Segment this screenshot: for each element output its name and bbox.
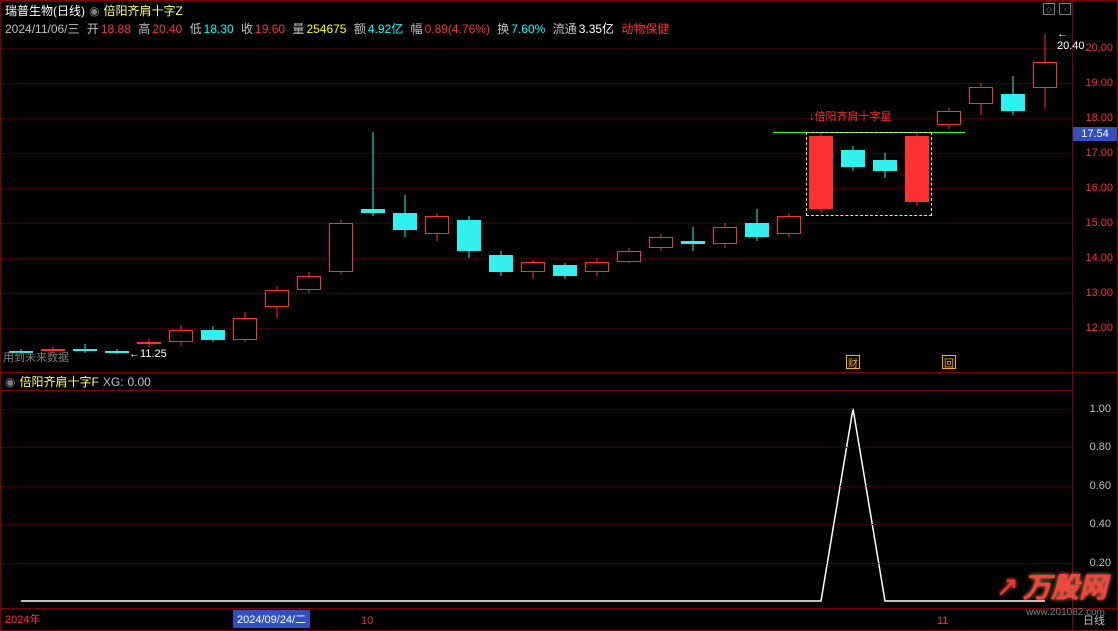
price-y-axis: 12.00 13.00 14.00 15.00 16.00 17.00 18.00 19.00… (1071, 1, 1117, 373)
main-indicator-name: 倍阳齐肩十字Z (103, 2, 182, 19)
gridline (1, 328, 1073, 329)
gridline (1, 83, 1073, 84)
low-label: 低 (190, 20, 202, 37)
vol-label: 量 (292, 20, 304, 37)
y-tick-label: 18.00 (1085, 112, 1113, 124)
sub-indicator-chart[interactable] (1, 391, 1073, 609)
sub-gridline (1, 447, 1073, 448)
amt-label: 额 (354, 20, 366, 37)
sub-indicator-name: 倍阳齐肩十字F (19, 373, 98, 390)
sub-line-svg (1, 391, 1073, 609)
date-label: 2024/11/06/三 (5, 20, 80, 37)
event-badge[interactable]: 财 (846, 355, 860, 369)
app-container: 瑞普生物(日线) ◉ 倍阳齐肩十字Z 2024/11/06/三 开 18.88 … (0, 0, 1118, 631)
sub-gridline (1, 486, 1073, 487)
buy-arrow-icon: ▲ (911, 188, 923, 202)
xg-value: 0.00 (128, 375, 151, 389)
sub-y-tick: 0.40 (1090, 518, 1111, 530)
pattern-annotation: ↓倍阳齐肩十字星 (809, 108, 892, 124)
vol-value: 254675 (306, 22, 346, 36)
y-tick-label: 20.00 (1085, 42, 1113, 54)
current-price-marker: 17.54 (1073, 127, 1117, 141)
x-year-label: 2024年 (5, 611, 40, 627)
low-value: 18.30 (204, 22, 234, 36)
logo-text: 万股网 (1023, 566, 1107, 606)
indicator-dot-icon: ◉ (89, 4, 99, 18)
sub-gridline (1, 563, 1073, 564)
xg-label: XG: (103, 375, 124, 389)
amt-value: 4.92亿 (368, 20, 403, 37)
x-selected-date[interactable]: 2024/09/24/二 (233, 610, 310, 628)
sub-gridline (1, 409, 1073, 410)
pattern-highlight-box (806, 132, 932, 216)
y-tick-label: 16.00 (1085, 182, 1113, 194)
open-label: 开 (87, 20, 99, 37)
turn-label: 换 (497, 20, 509, 37)
sub-y-tick: 0.80 (1090, 441, 1111, 453)
window-controls: ◇ ▫ (1043, 3, 1071, 15)
sub-dot-icon: ◉ (5, 375, 15, 389)
open-value: 18.88 (101, 22, 131, 36)
y-tick-label: 12.00 (1085, 322, 1113, 334)
flow-label: 流通 (553, 20, 577, 37)
pct-label: 幅 (411, 20, 423, 37)
close-label: 收 (241, 20, 253, 37)
high-value: 20.40 (152, 22, 182, 36)
gridline (1, 293, 1073, 294)
stock-title: 瑞普生物(日线) (5, 2, 85, 19)
chart-header: 瑞普生物(日线) ◉ 倍阳齐肩十字Z 2024/11/06/三 开 18.88 … (1, 1, 1117, 31)
x-month-label: 11 (937, 615, 948, 627)
y-tick-label: 19.00 (1085, 77, 1113, 89)
y-tick-label: 15.00 (1085, 217, 1113, 229)
flow-value: 3.35亿 (579, 20, 614, 37)
gridline (1, 223, 1073, 224)
window-restore-icon[interactable]: ▫ (1059, 3, 1071, 15)
x-month-label: 10 (361, 615, 373, 627)
watermark-logo: ↗ 万股网 (996, 566, 1107, 606)
sector-label: 动物保健 (621, 20, 669, 37)
high-label: 高 (138, 20, 150, 37)
sub-indicator-header: ◉ 倍阳齐肩十字F XG: 0.00 (1, 373, 1073, 391)
y-tick-label: 17.00 (1085, 147, 1113, 159)
pct-value: 0.89(4.76%) (425, 22, 490, 36)
candlestick-chart[interactable]: 用到未来数据←11.25← 20.40↓倍阳齐肩十字星▲财回 (1, 1, 1073, 373)
turn-value: 7.60% (511, 22, 545, 36)
future-data-note: 用到未来数据 (3, 349, 69, 365)
y-tick-label: 14.00 (1085, 252, 1113, 264)
sub-indicator-line (21, 409, 1045, 601)
event-badge[interactable]: 回 (942, 355, 956, 369)
gridline (1, 258, 1073, 259)
time-x-axis: 2024年 2024/09/24/二 10 11 (1, 608, 1073, 630)
low-price-annotation: ←11.25 (129, 348, 167, 360)
sub-y-tick: 1.00 (1090, 403, 1111, 415)
sub-y-tick: 0.60 (1090, 480, 1111, 492)
logo-arrow-icon: ↗ (996, 570, 1019, 603)
y-tick-label: 13.00 (1085, 287, 1113, 299)
gridline (1, 118, 1073, 119)
logo-url: www.201082.com (1026, 607, 1105, 618)
window-diamond-icon[interactable]: ◇ (1043, 3, 1055, 15)
close-value: 19.60 (255, 22, 285, 36)
gridline (1, 48, 1073, 49)
sub-gridline (1, 524, 1073, 525)
